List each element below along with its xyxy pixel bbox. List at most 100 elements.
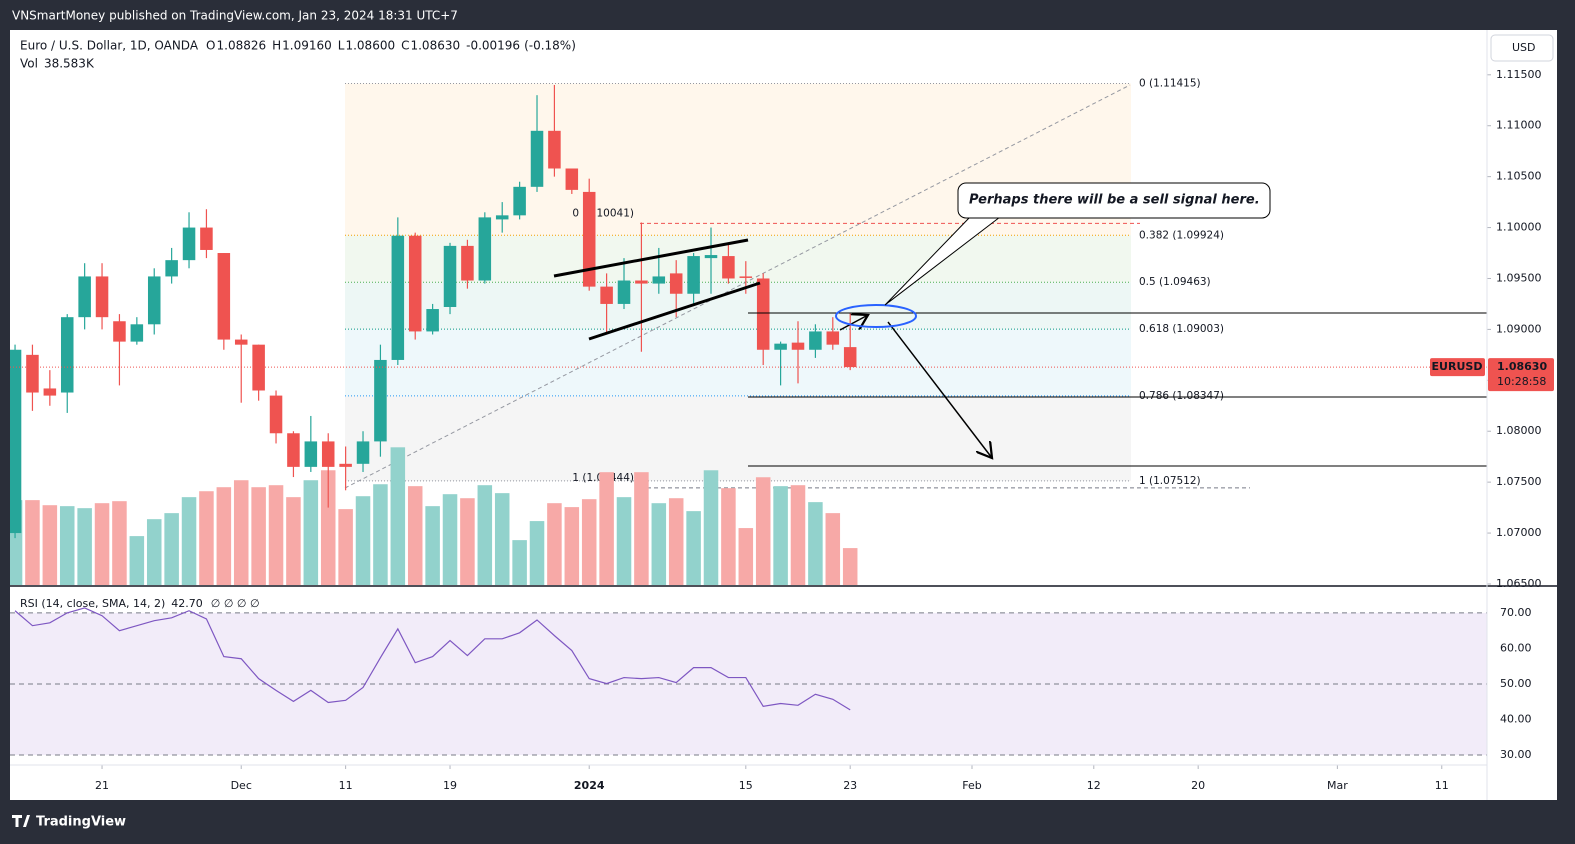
fib-zone — [345, 395, 1131, 481]
candle-body — [478, 217, 492, 281]
candle-body — [791, 342, 805, 350]
legend-item: Euro / U.S. Dollar, 1D, OANDA — [20, 39, 199, 53]
candle-body — [165, 260, 178, 277]
candle-body — [739, 276, 753, 278]
volume-bar — [77, 508, 92, 585]
currency-button[interactable] — [1490, 34, 1554, 62]
fib-label: 0.5 (1.09463) — [1139, 276, 1211, 288]
candle-body — [809, 331, 822, 350]
fib-zone — [345, 329, 1131, 396]
volume-bar — [529, 521, 545, 585]
candle-body — [26, 354, 39, 393]
fib-label: 0 (1.11415) — [1139, 77, 1201, 89]
x-tick-label: 19 — [443, 779, 457, 792]
volume-bar — [808, 502, 823, 585]
volume-bar — [129, 536, 145, 585]
volume-bar — [512, 540, 527, 585]
candle-body — [548, 130, 561, 169]
drawing-line — [553, 238, 749, 278]
volume-bar — [164, 513, 179, 585]
legend-item: O — [206, 39, 215, 53]
candle-body — [374, 359, 387, 442]
x-tick-label: 2024 — [574, 779, 605, 792]
candle-body — [78, 276, 91, 318]
y-tick-label: 1.07500 — [1496, 475, 1542, 488]
legend-item: (-0.18%) — [524, 39, 576, 53]
currency: USD — [1512, 41, 1536, 54]
volume-bar — [703, 470, 719, 585]
volume-bar — [547, 503, 562, 585]
candle-body — [408, 235, 422, 332]
volume-bar — [373, 484, 388, 585]
volume-bar — [442, 494, 458, 585]
candle-body — [722, 256, 735, 279]
volume-bar — [425, 506, 440, 585]
rsi-tick-label: 40.00 — [1500, 713, 1532, 726]
symbol-tag — [1430, 358, 1485, 377]
volume-bar — [651, 503, 667, 585]
callout-box — [957, 182, 1271, 219]
fib-label: 0 (1.10041) — [572, 207, 634, 219]
candle-body — [269, 395, 283, 434]
fib-label: 0.618 (1.09003) — [1139, 323, 1224, 335]
volume-bar — [460, 498, 475, 585]
volume-bar — [494, 493, 510, 585]
candle-body — [234, 339, 248, 345]
candle-body — [617, 280, 631, 304]
candle-body — [217, 253, 231, 340]
main-pane: 0 (1.11415) 0.382 (1.09924) 0.5 (1.09463) 0… — [10, 77, 1487, 585]
y-tick-label: 1.10000 — [1496, 221, 1542, 234]
candle-body — [252, 344, 265, 391]
x-tick-label: 21 — [95, 779, 109, 792]
drawing-line — [887, 321, 992, 458]
y-tick-label: 1.07000 — [1496, 526, 1542, 539]
candle-body — [60, 317, 74, 393]
x-tick-label: 20 — [1191, 779, 1205, 792]
y-tick-label: 1.09500 — [1496, 271, 1542, 284]
candle-body — [356, 441, 370, 464]
volume-bar — [112, 501, 127, 585]
volume-bar — [407, 486, 423, 585]
volume-bar — [251, 487, 266, 585]
fib-label: 1 (1.07512) — [1139, 475, 1201, 487]
candle-body — [147, 276, 161, 325]
candle-body — [95, 276, 109, 318]
rsi-tick-label: 70.00 — [1500, 606, 1532, 619]
volume-bar — [581, 499, 597, 585]
y-tick-label: 1.11500 — [1496, 68, 1542, 81]
fib-label: 0.786 (1.08347) — [1139, 390, 1224, 402]
x-tick-label: 23 — [843, 779, 857, 792]
rsi-tick-label: 60.00 — [1500, 641, 1532, 654]
x-tick-label: 11 — [339, 779, 353, 792]
candle-body — [495, 215, 509, 220]
volume-bar — [616, 497, 632, 585]
legend-item: 38.583K — [44, 57, 95, 71]
volume-bar — [790, 485, 806, 585]
volume-bar — [268, 485, 284, 585]
candle-body — [826, 331, 840, 345]
candle-body — [339, 463, 352, 467]
candle-body — [669, 273, 683, 294]
candle-body — [600, 286, 613, 304]
x-tick-label: Feb — [962, 779, 981, 792]
candle-body — [304, 441, 318, 467]
volume-bar — [146, 519, 162, 585]
volume-bar — [668, 498, 684, 585]
x-tick-label: Dec — [231, 779, 252, 792]
candle-body — [287, 433, 300, 467]
candle-body — [461, 245, 474, 281]
overlay: 1.11500 1.11000 1.10500 1.10000 1.09500 1.090… — [20, 39, 1554, 792]
x-tick-label: 12 — [1087, 779, 1101, 792]
candle-body — [391, 235, 405, 360]
x-tick-label: 11 — [1435, 779, 1449, 792]
candle-body — [652, 276, 666, 284]
fib-label: 0.382 (1.09924) — [1139, 229, 1224, 241]
brand: TradingView — [36, 815, 126, 830]
candle-body — [321, 441, 335, 467]
last-price-label: 1.08630 — [1497, 360, 1547, 373]
candle-body — [443, 245, 457, 307]
candle-body — [182, 227, 196, 261]
rsi-tick-label: 50.00 — [1500, 677, 1532, 690]
x-tick-label: 15 — [739, 779, 753, 792]
